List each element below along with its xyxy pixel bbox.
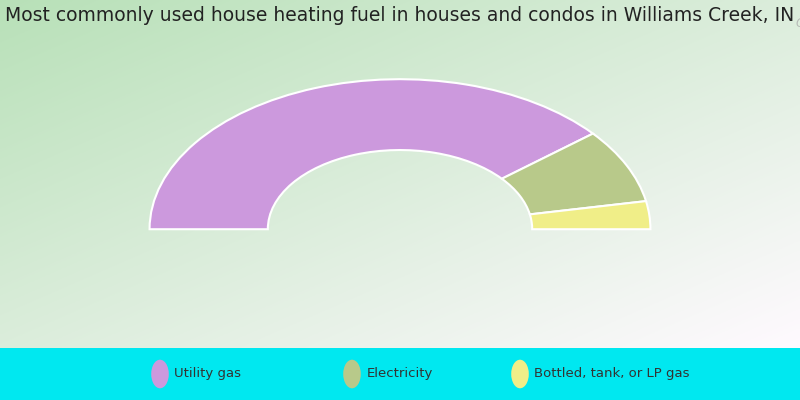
Ellipse shape <box>343 360 361 388</box>
Text: Electricity: Electricity <box>366 368 433 380</box>
Ellipse shape <box>151 360 169 388</box>
Ellipse shape <box>511 360 529 388</box>
Text: City-Data.com: City-Data.com <box>796 18 800 30</box>
Text: Utility gas: Utility gas <box>174 368 242 380</box>
Wedge shape <box>502 134 646 214</box>
Text: Bottled, tank, or LP gas: Bottled, tank, or LP gas <box>534 368 690 380</box>
Wedge shape <box>150 79 593 229</box>
Text: Most commonly used house heating fuel in houses and condos in Williams Creek, IN: Most commonly used house heating fuel in… <box>6 6 794 25</box>
Wedge shape <box>530 201 650 229</box>
